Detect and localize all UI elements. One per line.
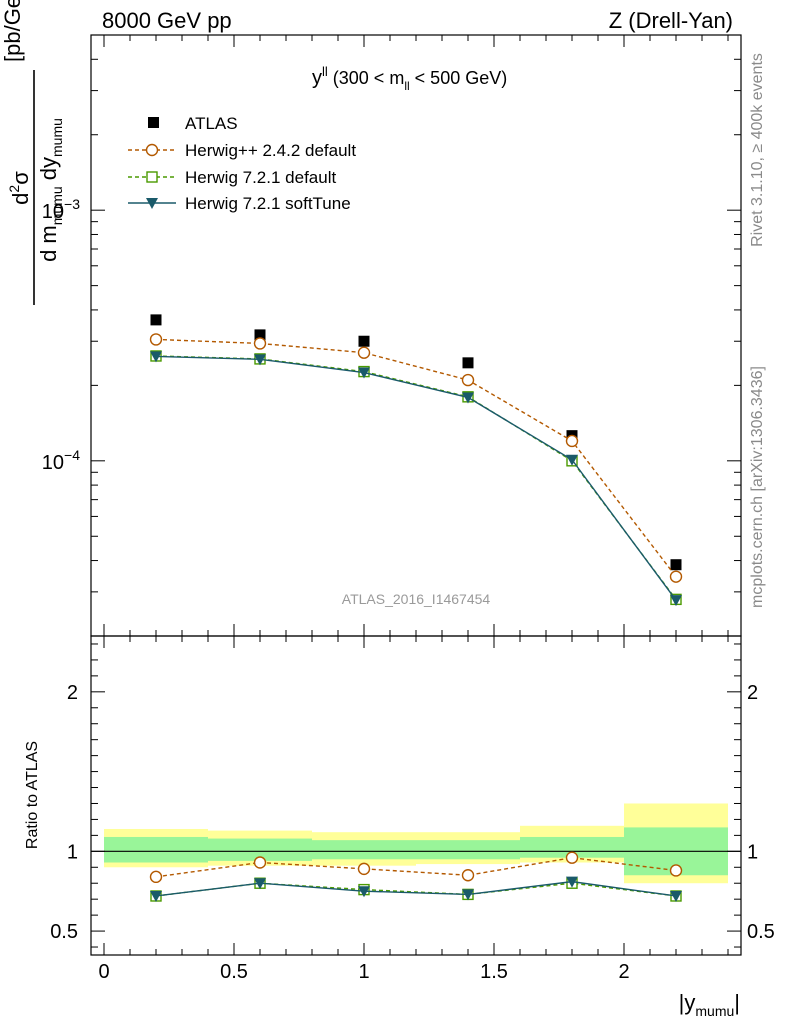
main-series <box>149 314 683 607</box>
ratio-y-tick-label-left: 2 <box>67 682 78 704</box>
x-tick-label-1.5: 1.5 <box>480 961 508 983</box>
legend: ATLAS Herwig++ 2.4.2 default Herwig 7.2.… <box>128 114 356 213</box>
main-point-series-0-3 <box>462 357 474 369</box>
ratio-series <box>149 851 683 902</box>
ratio-y-tick-label-right: 0.5 <box>747 921 775 943</box>
x-axis-label: |ymumu| <box>679 990 740 1019</box>
svg-text:d2σ: d2σ <box>6 171 33 205</box>
main-point-series-3-0 <box>150 351 162 363</box>
legend-marker-herwig7-default <box>146 171 158 183</box>
main-line-series-1 <box>155 338 677 578</box>
band-inner-bin-4 <box>520 836 624 858</box>
main-line-series-2 <box>155 355 677 600</box>
ratio-y-tick-label-left: 0.5 <box>50 921 78 943</box>
legend-label-atlas: ATLAS <box>185 114 238 133</box>
ratio-uncertainty-bands <box>104 803 728 884</box>
ratio-y-axis-label: Ratio to ATLAS <box>24 741 41 849</box>
x-tick-label-0.5: 0.5 <box>220 961 248 983</box>
main-y-axis-label: d2σ d mmumu dymumu [pb/GeV] <box>0 0 65 305</box>
xlabel-main: |y <box>679 990 696 1015</box>
ratio-line-series-2 <box>155 880 677 897</box>
ylabel-den-pre: d m <box>36 225 61 262</box>
ratio-point-series-2-2 <box>358 886 370 898</box>
xlabel-end: | <box>734 990 740 1015</box>
rivet-label: Rivet 3.1.10, ≥ 400k events <box>749 53 766 247</box>
ratio-point-series-2-5 <box>670 890 682 902</box>
ratio-y-tick-label-right: 2 <box>747 682 758 704</box>
legend-marker-herwigpp <box>145 143 159 157</box>
analysis-watermark: ATLAS_2016_I1467454 <box>342 591 491 607</box>
main-point-series-3-4 <box>566 454 578 466</box>
ratio-point-series-0-2 <box>357 862 371 876</box>
title-range-pre: (300 < m <box>328 68 405 88</box>
main-point-series-1-4 <box>565 434 579 448</box>
legend-label-herwig7-softtune: Herwig 7.2.1 softTune <box>185 194 351 213</box>
header-right: Z (Drell-Yan) <box>609 8 733 33</box>
main-point-series-1-1 <box>253 337 267 350</box>
title-main: y <box>312 67 322 89</box>
ylabel-num-sigma: σ <box>8 171 33 185</box>
ratio-point-series-0-1 <box>253 856 267 869</box>
ratio-line-series-0 <box>155 856 677 878</box>
main-point-series-1-0 <box>149 333 163 346</box>
legend-marker-atlas <box>148 117 159 128</box>
svg-text:d mmumu dymumu: d mmumu dymumu <box>36 118 65 262</box>
main-point-series-3-5 <box>670 595 682 607</box>
ratio-plot-frame <box>90 635 742 956</box>
ratio-point-series-2-1 <box>254 878 266 890</box>
legend-marker-herwig7-softtune <box>146 198 158 209</box>
x-tick-label-1: 1 <box>358 961 369 983</box>
plot-title: yll (300 < mll < 500 GeV) <box>312 64 507 93</box>
main-point-series-3-3 <box>462 392 474 404</box>
main-point-series-0-0 <box>150 314 162 326</box>
legend-label-herwigpp: Herwig++ 2.4.2 default <box>185 141 356 160</box>
title-sup: ll <box>322 64 328 79</box>
x-tick-label-0: 0 <box>98 961 109 983</box>
ratio-point-series-0-0 <box>149 870 163 884</box>
main-line-series-3 <box>155 355 677 601</box>
ylabel-units: [pb/GeV] <box>0 0 25 62</box>
band-inner-bin-1 <box>208 838 312 861</box>
ylabel-num-sup: 2 <box>6 185 22 193</box>
main-y-tick-label: 10−3 <box>42 196 80 223</box>
header-left: 8000 GeV pp <box>102 8 232 33</box>
axis-ticks: 0 0.5 1 1.5 2 10−3 10−4 0.5 0.5 1 1 2 2 <box>42 34 775 983</box>
main-point-series-1-5 <box>669 570 683 583</box>
main-y-tick-label: 10−4 <box>42 447 80 474</box>
ratio-y-tick-label-right: 1 <box>747 841 758 863</box>
band-inner-bin-2 <box>312 840 416 860</box>
main-point-series-1-3 <box>461 373 475 387</box>
ratio-y-tick-label-left: 1 <box>67 841 78 863</box>
main-point-series-0-5 <box>670 559 682 571</box>
band-inner-bin-3 <box>416 840 520 860</box>
ratio-point-series-0-5 <box>669 864 683 877</box>
x-tick-label-2: 2 <box>618 961 629 983</box>
ratio-point-series-2-3 <box>462 889 474 901</box>
ratio-point-series-0-4 <box>565 851 579 864</box>
ratio-point-series-2-4 <box>566 876 578 888</box>
title-range-post: < 500 GeV) <box>410 68 508 88</box>
ylabel-num-d: d <box>8 193 33 205</box>
ylabel-den-sub1: mumu <box>49 186 65 225</box>
xlabel-sub: mumu <box>695 1003 734 1019</box>
main-point-series-3-1 <box>254 354 266 366</box>
title-range-sub: ll <box>404 79 409 93</box>
ratio-point-series-2-0 <box>150 890 162 902</box>
mcplots-label: mcplots.cern.ch [arXiv:1306.3436] <box>749 366 766 608</box>
legend-label-herwig7-default: Herwig 7.2.1 default <box>185 168 336 187</box>
main-point-series-1-2 <box>357 346 371 359</box>
band-inner-bin-0 <box>104 836 208 863</box>
ylabel-den-mid: dy <box>36 157 61 186</box>
main-point-series-3-2 <box>358 367 370 379</box>
main-point-series-0-1 <box>254 329 266 341</box>
main-point-series-0-2 <box>358 335 370 347</box>
ylabel-den-sub2: mumu <box>49 118 65 157</box>
ratio-point-series-0-3 <box>461 869 475 882</box>
